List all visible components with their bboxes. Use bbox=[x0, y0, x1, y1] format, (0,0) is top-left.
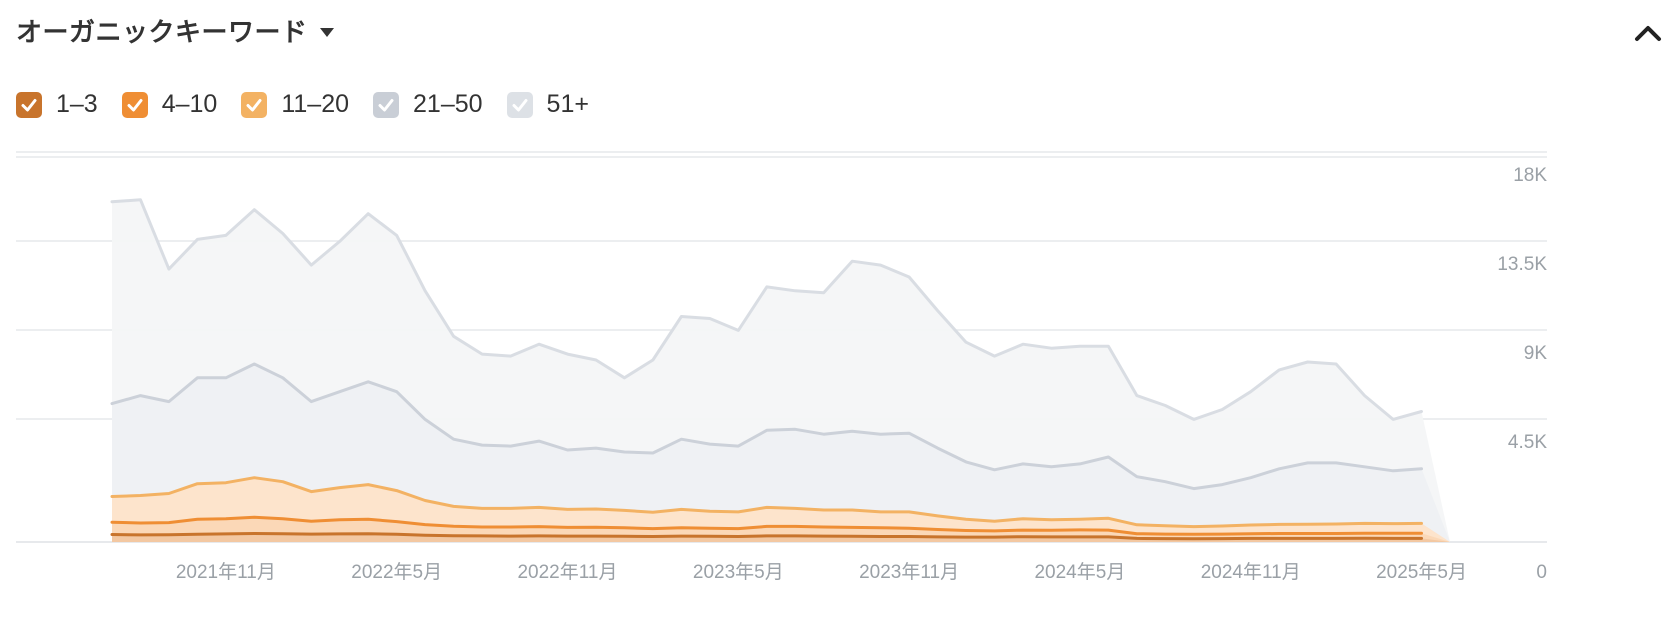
check-icon bbox=[21, 98, 37, 111]
series-area-1 bbox=[112, 364, 1450, 542]
x-tick-label: 2021年11月 bbox=[176, 561, 276, 583]
chart-legend: 1–3 4–10 11–20 21–50 51+ bbox=[16, 90, 613, 119]
x-tick-label: 2022年11月 bbox=[517, 561, 617, 583]
organic-keywords-chart: 4.5K 9K 13.5K 18K 0 2021年11月 2022年5月 2022年11月 20… bbox=[16, 151, 1548, 583]
check-icon bbox=[378, 98, 394, 111]
legend-checkbox[interactable] bbox=[241, 91, 268, 118]
legend-checkbox[interactable] bbox=[121, 91, 148, 118]
check-icon bbox=[127, 98, 143, 111]
legend-label: 51+ bbox=[546, 90, 589, 118]
legend-label: 4–10 bbox=[161, 90, 218, 118]
series-line-3 bbox=[110, 515, 1423, 536]
legend-item-0[interactable]: 1–3 bbox=[16, 90, 98, 119]
widget-title: オーガニックキーワード bbox=[16, 18, 308, 48]
y-tick-label: 18K bbox=[1513, 165, 1547, 186]
legend-label: 11–20 bbox=[281, 90, 350, 118]
legend-checkbox[interactable] bbox=[373, 91, 400, 118]
caret-down-icon bbox=[319, 27, 334, 37]
metric-selector[interactable]: オーガニックキーワード bbox=[16, 12, 334, 49]
x-tick-label: 2024年5月 bbox=[1034, 561, 1125, 583]
chevron-up-icon[interactable] bbox=[1632, 18, 1664, 50]
legend-item-4[interactable]: 51+ bbox=[506, 90, 589, 119]
widget-header: オーガニックキーワード bbox=[16, 12, 1664, 56]
legend-item-3[interactable]: 21–50 bbox=[373, 90, 483, 119]
x-tick-label: 2022年5月 bbox=[351, 561, 442, 583]
y-tick-label: 13.5K bbox=[1497, 254, 1547, 275]
x-tick-label: 2023年5月 bbox=[693, 561, 784, 583]
series-line-2 bbox=[110, 476, 1423, 529]
series-line-1 bbox=[110, 362, 1423, 491]
legend-checkbox[interactable] bbox=[16, 91, 42, 118]
legend-item-2[interactable]: 11–20 bbox=[241, 90, 349, 119]
legend-checkbox[interactable] bbox=[506, 91, 533, 118]
y-tick-label: 9K bbox=[1524, 343, 1548, 364]
legend-label: 21–50 bbox=[413, 90, 483, 118]
y-tick-label: 4.5K bbox=[1508, 432, 1547, 453]
check-icon bbox=[246, 98, 262, 111]
check-icon bbox=[512, 98, 528, 111]
x-tick-label: 2024年11月 bbox=[1201, 561, 1301, 583]
series-line-0 bbox=[110, 198, 1423, 421]
x-tick-label: 2023年11月 bbox=[859, 561, 959, 583]
legend-label: 1–3 bbox=[56, 90, 98, 118]
series-line-4 bbox=[110, 532, 1423, 541]
y-tick-label: 0 bbox=[1536, 562, 1547, 583]
x-tick-label: 2025年5月 bbox=[1376, 561, 1467, 583]
legend-item-1[interactable]: 4–10 bbox=[121, 90, 218, 119]
